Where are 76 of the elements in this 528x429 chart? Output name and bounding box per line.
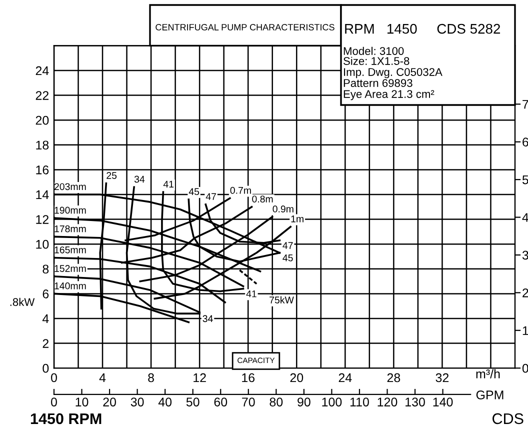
x2-tick-label: 30 <box>130 398 144 406</box>
annotation: Eye Area 21.3 cm² <box>344 90 434 100</box>
x2-tick-label: 80 <box>270 398 283 406</box>
y-tick-label: 16 <box>36 166 49 174</box>
x-axis-title: m³/h <box>476 369 500 378</box>
x-tick-label: 4 <box>99 373 106 382</box>
x2-tick-label: 110 <box>350 398 369 406</box>
y2-tick-label: 0 <box>522 364 528 373</box>
y2-tick-label: 7 <box>522 100 528 109</box>
x2-tick-label: 130 <box>406 398 425 406</box>
x-tick-label: 8 <box>148 373 154 382</box>
x2-tick-label: 50 <box>186 398 200 406</box>
series-label: 47 <box>282 242 293 249</box>
series-label: 1m <box>291 216 304 222</box>
y-tick-label: 0 <box>42 364 49 373</box>
y-tick-label: 22 <box>36 91 49 100</box>
x2-tick-label: 120 <box>378 398 398 406</box>
series-label: 41 <box>246 290 256 298</box>
series-label: 203mm <box>54 183 86 190</box>
x2-tick-label: 20 <box>103 398 116 406</box>
annotation: 47 <box>206 193 216 200</box>
annotation: Imp. Dwg. C05032A <box>344 68 442 78</box>
y-tick-label: 12 <box>36 215 49 224</box>
annotation: 34 <box>134 176 145 183</box>
series-label: 25 <box>106 172 117 179</box>
series-label: 165mm <box>54 246 86 254</box>
y-tick-label: 14 <box>36 190 49 200</box>
chart-title: CENTRIFUGAL PUMP CHARACTERISTICS <box>156 24 334 30</box>
x-tick-label: 16 <box>242 373 255 382</box>
x2-tick-label: 90 <box>298 398 310 406</box>
series-label: 140mm <box>54 282 86 290</box>
y2-tick-label: 6 <box>522 138 528 147</box>
chart-subtitle: RPM 1450 CDS 5282 <box>345 24 500 34</box>
annotation: Pattern 69893 <box>344 79 412 87</box>
y2-tick-label: 3 <box>522 250 528 260</box>
x2-tick-label: 140 <box>433 398 453 406</box>
series-label: 34 <box>202 315 213 322</box>
series-label: 190mm <box>54 206 86 214</box>
y-tick-label: 10 <box>36 240 49 249</box>
series-label: 152mm <box>54 265 86 272</box>
x2-tick-label: 70 <box>242 398 255 406</box>
y-tick-label: 8 <box>42 264 49 274</box>
x2-tick-label: 60 <box>214 398 228 406</box>
x-tick-label: 24 <box>338 373 352 382</box>
annotation: 75kW <box>270 296 294 304</box>
series-label: 45 <box>282 254 293 262</box>
x2-tick-label: 0 <box>51 398 57 406</box>
annotation: Model: 3100 <box>344 46 404 55</box>
y-tick-label: 20 <box>36 116 49 125</box>
x-tick-label: 28 <box>387 373 400 382</box>
x-tick-label: 0 <box>51 373 57 382</box>
x2-tick-label: 10 <box>76 398 88 406</box>
y2-tick-label: 1 <box>522 326 528 335</box>
x2-axis-title: GPM <box>476 390 504 400</box>
y-tick-label: 6 <box>42 290 49 298</box>
annotation: 45 <box>188 188 200 196</box>
annotation: 41 <box>163 180 174 188</box>
y-tick-label: 24 <box>36 66 49 76</box>
y2-tick-label: 2 <box>522 288 528 298</box>
x-tick-label: 20 <box>290 373 304 382</box>
text: .8kW <box>10 298 35 306</box>
series-label: 178mm <box>54 225 86 232</box>
text: 1450 RPM <box>30 413 102 424</box>
series-label: 0.9m <box>272 206 294 212</box>
y-tick-label: 18 <box>36 140 49 150</box>
y2-tick-label: 5 <box>522 175 528 184</box>
annotation: Size: 1X1.5-8 <box>344 56 410 65</box>
text: CDS <box>492 413 524 424</box>
x-tick-label: 32 <box>436 373 449 382</box>
y-tick-label: 4 <box>42 314 49 324</box>
series-label: 0.7m <box>230 186 251 194</box>
y-tick-label: 2 <box>42 339 49 348</box>
x2-tick-label: 40 <box>158 398 172 406</box>
x2-tick-label: 100 <box>322 398 342 406</box>
x-tick-label: 12 <box>194 373 206 382</box>
series-label: 0.8m <box>252 196 273 202</box>
